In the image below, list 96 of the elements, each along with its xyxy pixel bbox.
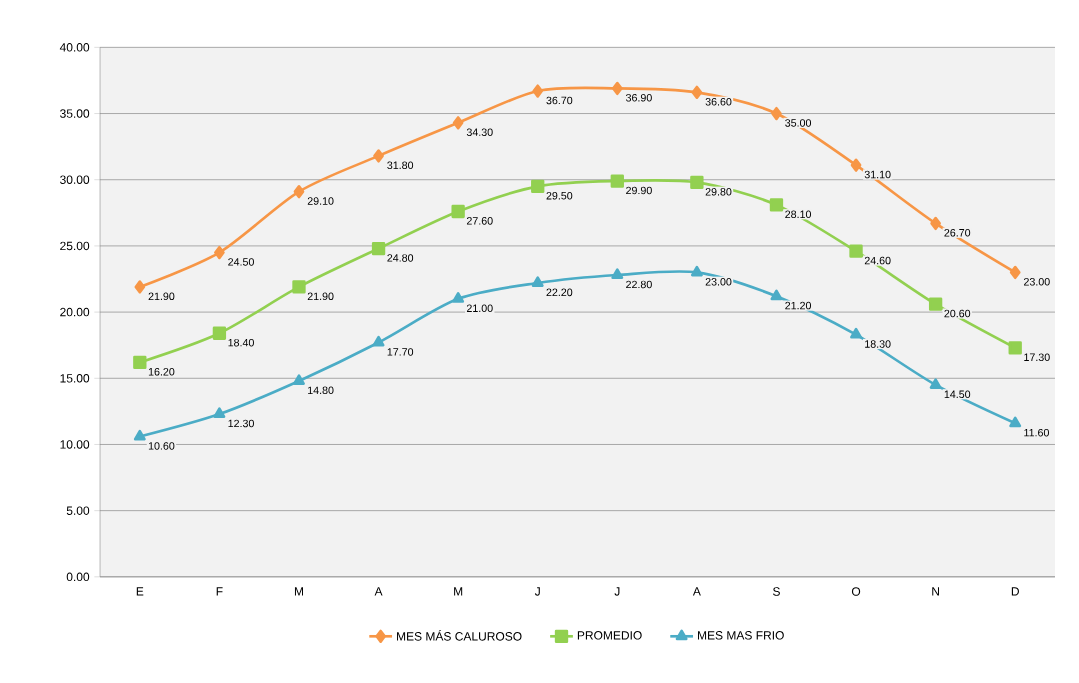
point — [371, 241, 386, 256]
legend-label: MES MAS FRIO — [698, 631, 784, 640]
point — [690, 175, 704, 190]
x-tick-label: S — [773, 587, 780, 596]
data-label: 24.80 — [387, 254, 414, 262]
data-label: 29.90 — [626, 186, 652, 195]
data-label: 31.80 — [387, 161, 414, 170]
data-label: 34.30 — [466, 128, 493, 137]
x-tick-label: F — [216, 587, 223, 596]
data-label: 14.50 — [944, 390, 971, 399]
point — [690, 265, 703, 277]
data-label: 29.50 — [546, 192, 573, 200]
x-tick-label: N — [932, 587, 939, 596]
data-label: 14.80 — [308, 386, 334, 395]
x-tick-label: E — [136, 587, 144, 596]
data-label: 31.10 — [864, 170, 891, 179]
y-tick-label: 5.00 — [66, 506, 90, 515]
point — [691, 85, 703, 100]
data-label: 21.90 — [148, 292, 175, 301]
y-tick-label: 30.00 — [60, 175, 90, 185]
data-label: 23.00 — [1024, 278, 1050, 286]
point — [611, 268, 624, 280]
point — [452, 116, 464, 130]
data-label: 36.70 — [546, 96, 573, 105]
point — [213, 407, 226, 419]
data-label: 26.70 — [944, 229, 971, 237]
x-tick-label: A — [692, 587, 701, 596]
point — [1009, 416, 1022, 428]
x-tick-label: M — [454, 587, 463, 596]
data-label: 29.10 — [307, 197, 334, 205]
y-tick-label: 20.00 — [60, 307, 90, 317]
data-label: 29.80 — [705, 188, 732, 196]
point — [373, 149, 384, 163]
x-tick-label: O — [851, 587, 861, 596]
point — [133, 355, 147, 370]
point — [611, 81, 623, 96]
x-tick-label: J — [614, 587, 620, 596]
point — [1008, 341, 1022, 355]
point — [372, 335, 385, 347]
data-label: 36.90 — [625, 94, 652, 102]
data-label: 12.30 — [228, 419, 254, 428]
point — [134, 280, 146, 294]
legend-label: MES MÁS CALUROSO — [397, 630, 522, 641]
data-label: 27.60 — [466, 217, 493, 225]
data-label: 18.30 — [865, 340, 891, 348]
point — [849, 244, 863, 258]
y-tick-label: 25.00 — [60, 241, 90, 251]
data-label: 22.20 — [546, 288, 573, 297]
x-tick-label: J — [534, 587, 540, 596]
data-label: 21.90 — [307, 292, 334, 301]
y-tick-label: 0.00 — [66, 572, 90, 582]
data-label: 22.80 — [626, 280, 652, 289]
point — [293, 374, 305, 385]
data-label: 35.00 — [785, 119, 812, 127]
x-tick-label: A — [374, 587, 383, 596]
point — [771, 106, 782, 121]
point — [929, 378, 942, 389]
point — [133, 429, 146, 441]
point — [928, 297, 943, 311]
point — [452, 292, 465, 303]
point — [770, 289, 783, 301]
data-label: 24.60 — [864, 256, 891, 265]
data-label: 18.40 — [228, 338, 254, 347]
data-label: 28.10 — [785, 210, 812, 219]
data-label: 17.30 — [1024, 353, 1050, 362]
data-label: 17.70 — [387, 348, 414, 356]
point — [930, 216, 941, 231]
x-tick-label: M — [294, 587, 303, 596]
x-tick-label: D — [1011, 587, 1019, 596]
y-tick-label: 40.00 — [59, 43, 90, 52]
point — [610, 174, 624, 188]
point — [451, 204, 465, 219]
point — [293, 185, 305, 199]
data-label: 20.60 — [944, 309, 971, 318]
data-label: 24.50 — [228, 258, 254, 266]
point — [531, 179, 545, 194]
point — [850, 327, 863, 339]
point — [769, 198, 784, 212]
point — [532, 84, 544, 98]
point — [531, 276, 544, 288]
data-label: 11.60 — [1024, 428, 1049, 437]
point — [212, 326, 227, 341]
point — [292, 280, 306, 294]
data-label: 23.00 — [705, 278, 732, 286]
data-label: 21.20 — [785, 301, 812, 310]
point — [1009, 265, 1021, 280]
data-label: 10.60 — [148, 442, 175, 450]
y-tick-label: 15.00 — [60, 374, 90, 383]
y-tick-label: 10.00 — [60, 440, 90, 449]
data-label: 16.20 — [148, 368, 175, 376]
point — [214, 245, 225, 260]
legend-label: PROMEDIO — [577, 631, 642, 640]
data-label: 36.60 — [705, 98, 732, 106]
point — [850, 158, 862, 172]
data-label: 21.00 — [466, 304, 493, 313]
y-tick-label: 35.00 — [60, 109, 90, 118]
